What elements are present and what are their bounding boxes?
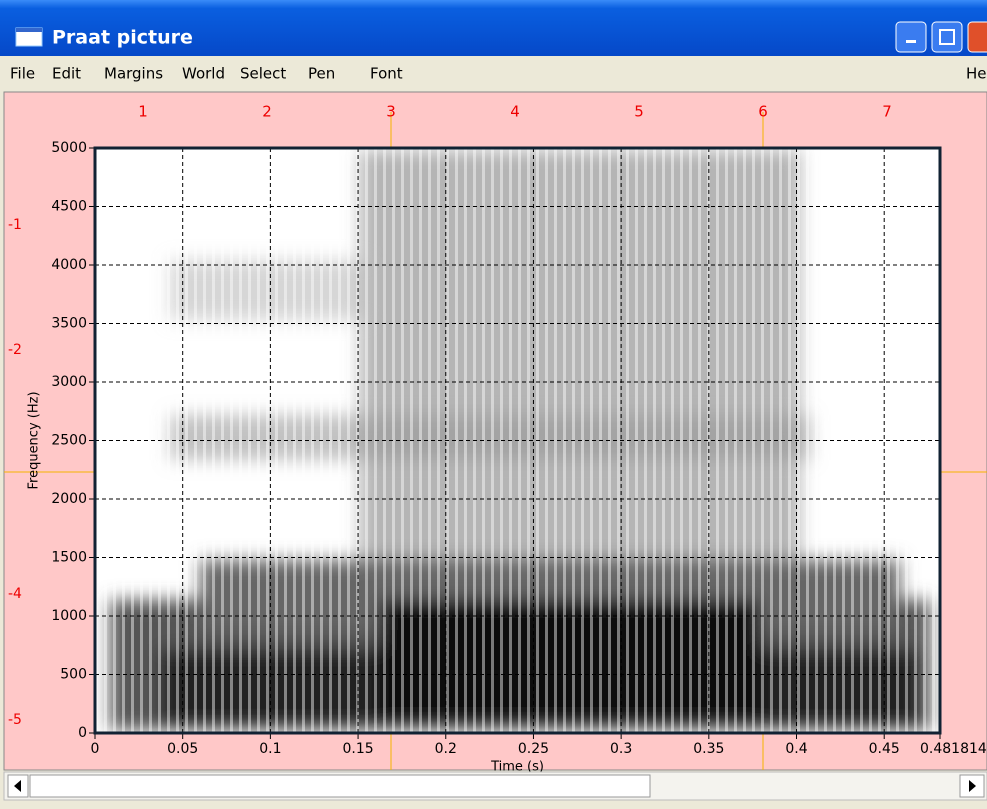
- minimize-button[interactable]: [895, 21, 927, 53]
- x-tick-label: 0.1: [259, 741, 281, 757]
- y-tick-label: 4000: [51, 257, 87, 273]
- x-tick-label: 0.45: [869, 741, 900, 757]
- ruler-label: -5: [8, 712, 22, 728]
- x-tick-label: 0.25: [518, 741, 549, 757]
- menu-bar: [0, 56, 987, 90]
- x-tick-label: 0.4: [785, 741, 807, 757]
- y-tick-label: 500: [60, 667, 87, 683]
- maximize-icon: [939, 29, 955, 45]
- ruler-label: 6: [758, 103, 768, 121]
- y-tick-label: 3500: [51, 316, 87, 332]
- ruler-label: 7: [882, 103, 892, 121]
- minimize-icon: [906, 40, 916, 43]
- ruler-label: 1: [138, 103, 148, 121]
- ruler-label: 2: [262, 103, 272, 121]
- x-tick-label: 0.15: [342, 741, 373, 757]
- x-tick-label: 0.481814: [920, 741, 987, 757]
- y-tick-label: 3000: [51, 374, 87, 390]
- close-button[interactable]: [967, 21, 987, 53]
- ruler-label: 3: [386, 103, 396, 121]
- y-tick-label: 5000: [51, 140, 87, 156]
- y-tick-label: 2500: [51, 433, 87, 449]
- scroll-right-arrow: [969, 780, 976, 792]
- menu-item[interactable]: Margins: [104, 65, 163, 83]
- window-title: Praat picture: [52, 27, 193, 49]
- ruler-label: -1: [8, 217, 22, 233]
- menu-item[interactable]: File: [10, 65, 35, 83]
- y-tick-label: 2000: [51, 491, 87, 507]
- x-tick-label: 0.35: [693, 741, 724, 757]
- y-tick-label: 4500: [51, 199, 87, 215]
- menu-item[interactable]: Pen: [308, 65, 335, 83]
- y-tick-label: 1000: [51, 608, 87, 624]
- menu-item[interactable]: Select: [240, 65, 286, 83]
- menu-item[interactable]: World: [182, 65, 225, 83]
- ruler-label: -4: [8, 586, 22, 602]
- x-tick-label: 0.3: [610, 741, 632, 757]
- maximize-button[interactable]: [931, 21, 963, 53]
- plot-frame: [93, 146, 942, 735]
- scroll-thumb[interactable]: [29, 774, 651, 798]
- x-axis-label: Time (s): [490, 760, 544, 775]
- menu-item[interactable]: Font: [370, 65, 403, 83]
- scroll-left-arrow: [14, 780, 21, 792]
- y-tick-label: 1500: [51, 550, 87, 566]
- x-tick-label: 0.05: [167, 741, 198, 757]
- menu-item[interactable]: Edit: [52, 65, 81, 83]
- x-tick-label: 0: [91, 741, 100, 757]
- x-tick-label: 0.2: [435, 741, 457, 757]
- ruler-label: -2: [8, 342, 22, 358]
- window-icon-bar: [16, 28, 42, 32]
- ruler-label: 5: [634, 103, 644, 121]
- ruler-label: 4: [510, 103, 520, 121]
- y-axis-label: Frequency (Hz): [27, 391, 42, 489]
- y-tick-label: 0: [78, 725, 87, 741]
- title-bar: [0, 0, 987, 56]
- help-menu[interactable]: He: [966, 65, 987, 83]
